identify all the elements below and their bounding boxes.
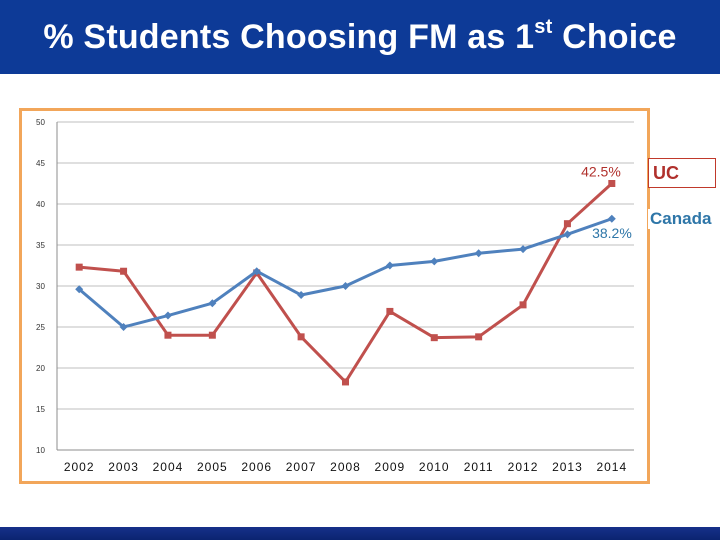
x-tick-label: 2004 (153, 460, 184, 474)
x-tick-label: 2011 (464, 460, 494, 474)
slide-title-end: Choice (552, 17, 677, 56)
data-point-canada (341, 282, 350, 290)
slide-title-superscript: st (534, 16, 553, 39)
legend-canada: Canada (648, 209, 714, 229)
x-tick-label: 2012 (508, 460, 539, 474)
data-point-canada (519, 245, 528, 254)
slide-title: % Students Choosing FM as 1st Choice (43, 16, 677, 57)
y-tick-label: 45 (36, 159, 45, 168)
data-point-uc (75, 263, 83, 271)
data-point-uc (208, 331, 216, 339)
data-point-canada (430, 257, 439, 266)
x-tick-label: 2005 (197, 460, 228, 474)
x-tick-label: 2013 (552, 460, 583, 474)
x-tick-label: 2002 (64, 460, 95, 474)
x-tick-label: 2003 (108, 460, 139, 474)
y-tick-label: 40 (36, 200, 45, 209)
end-value-label-uc: 42.5% (581, 164, 621, 180)
x-tick-label: 2009 (375, 460, 406, 474)
y-tick-label: 30 (36, 282, 45, 291)
y-tick-label: 15 (36, 405, 45, 414)
data-point-canada (119, 323, 128, 331)
title-bar: % Students Choosing FM as 1st Choice (0, 0, 720, 74)
data-point-uc (563, 220, 571, 228)
legend-uc: UC (648, 158, 716, 188)
y-tick-label: 50 (36, 118, 45, 127)
data-point-uc (297, 333, 305, 341)
y-tick-label: 35 (36, 241, 45, 250)
data-point-uc (164, 331, 172, 339)
series-line-canada (78, 217, 613, 329)
data-point-canada (252, 267, 261, 276)
end-value-label-canada: 38.2% (592, 225, 632, 241)
x-tick-label: 2006 (241, 460, 272, 474)
y-tick-label: 20 (36, 364, 45, 373)
data-point-canada (163, 311, 172, 320)
data-point-canada (563, 230, 572, 239)
data-point-uc (386, 307, 394, 315)
data-point-canada (385, 261, 394, 270)
x-tick-label: 2008 (330, 460, 361, 474)
slide-title-main: % Students Choosing FM as 1 (43, 17, 535, 56)
data-point-uc (120, 267, 128, 275)
data-point-canada (474, 249, 483, 258)
data-point-canada (75, 285, 84, 294)
data-point-uc (430, 334, 438, 342)
data-point-uc (608, 180, 616, 187)
x-tick-label: 2010 (419, 460, 450, 474)
chart-frame (19, 108, 650, 484)
data-point-canada (208, 299, 217, 308)
data-point-uc (342, 378, 349, 386)
footer-bar (0, 527, 720, 540)
y-tick-label: 25 (36, 323, 45, 332)
x-tick-label: 2007 (286, 460, 317, 474)
data-point-canada (297, 291, 306, 300)
y-tick-label: 10 (36, 446, 45, 455)
data-point-uc (475, 333, 483, 341)
data-point-canada (607, 214, 616, 223)
data-point-uc (519, 301, 527, 309)
x-tick-label: 2014 (596, 460, 627, 474)
